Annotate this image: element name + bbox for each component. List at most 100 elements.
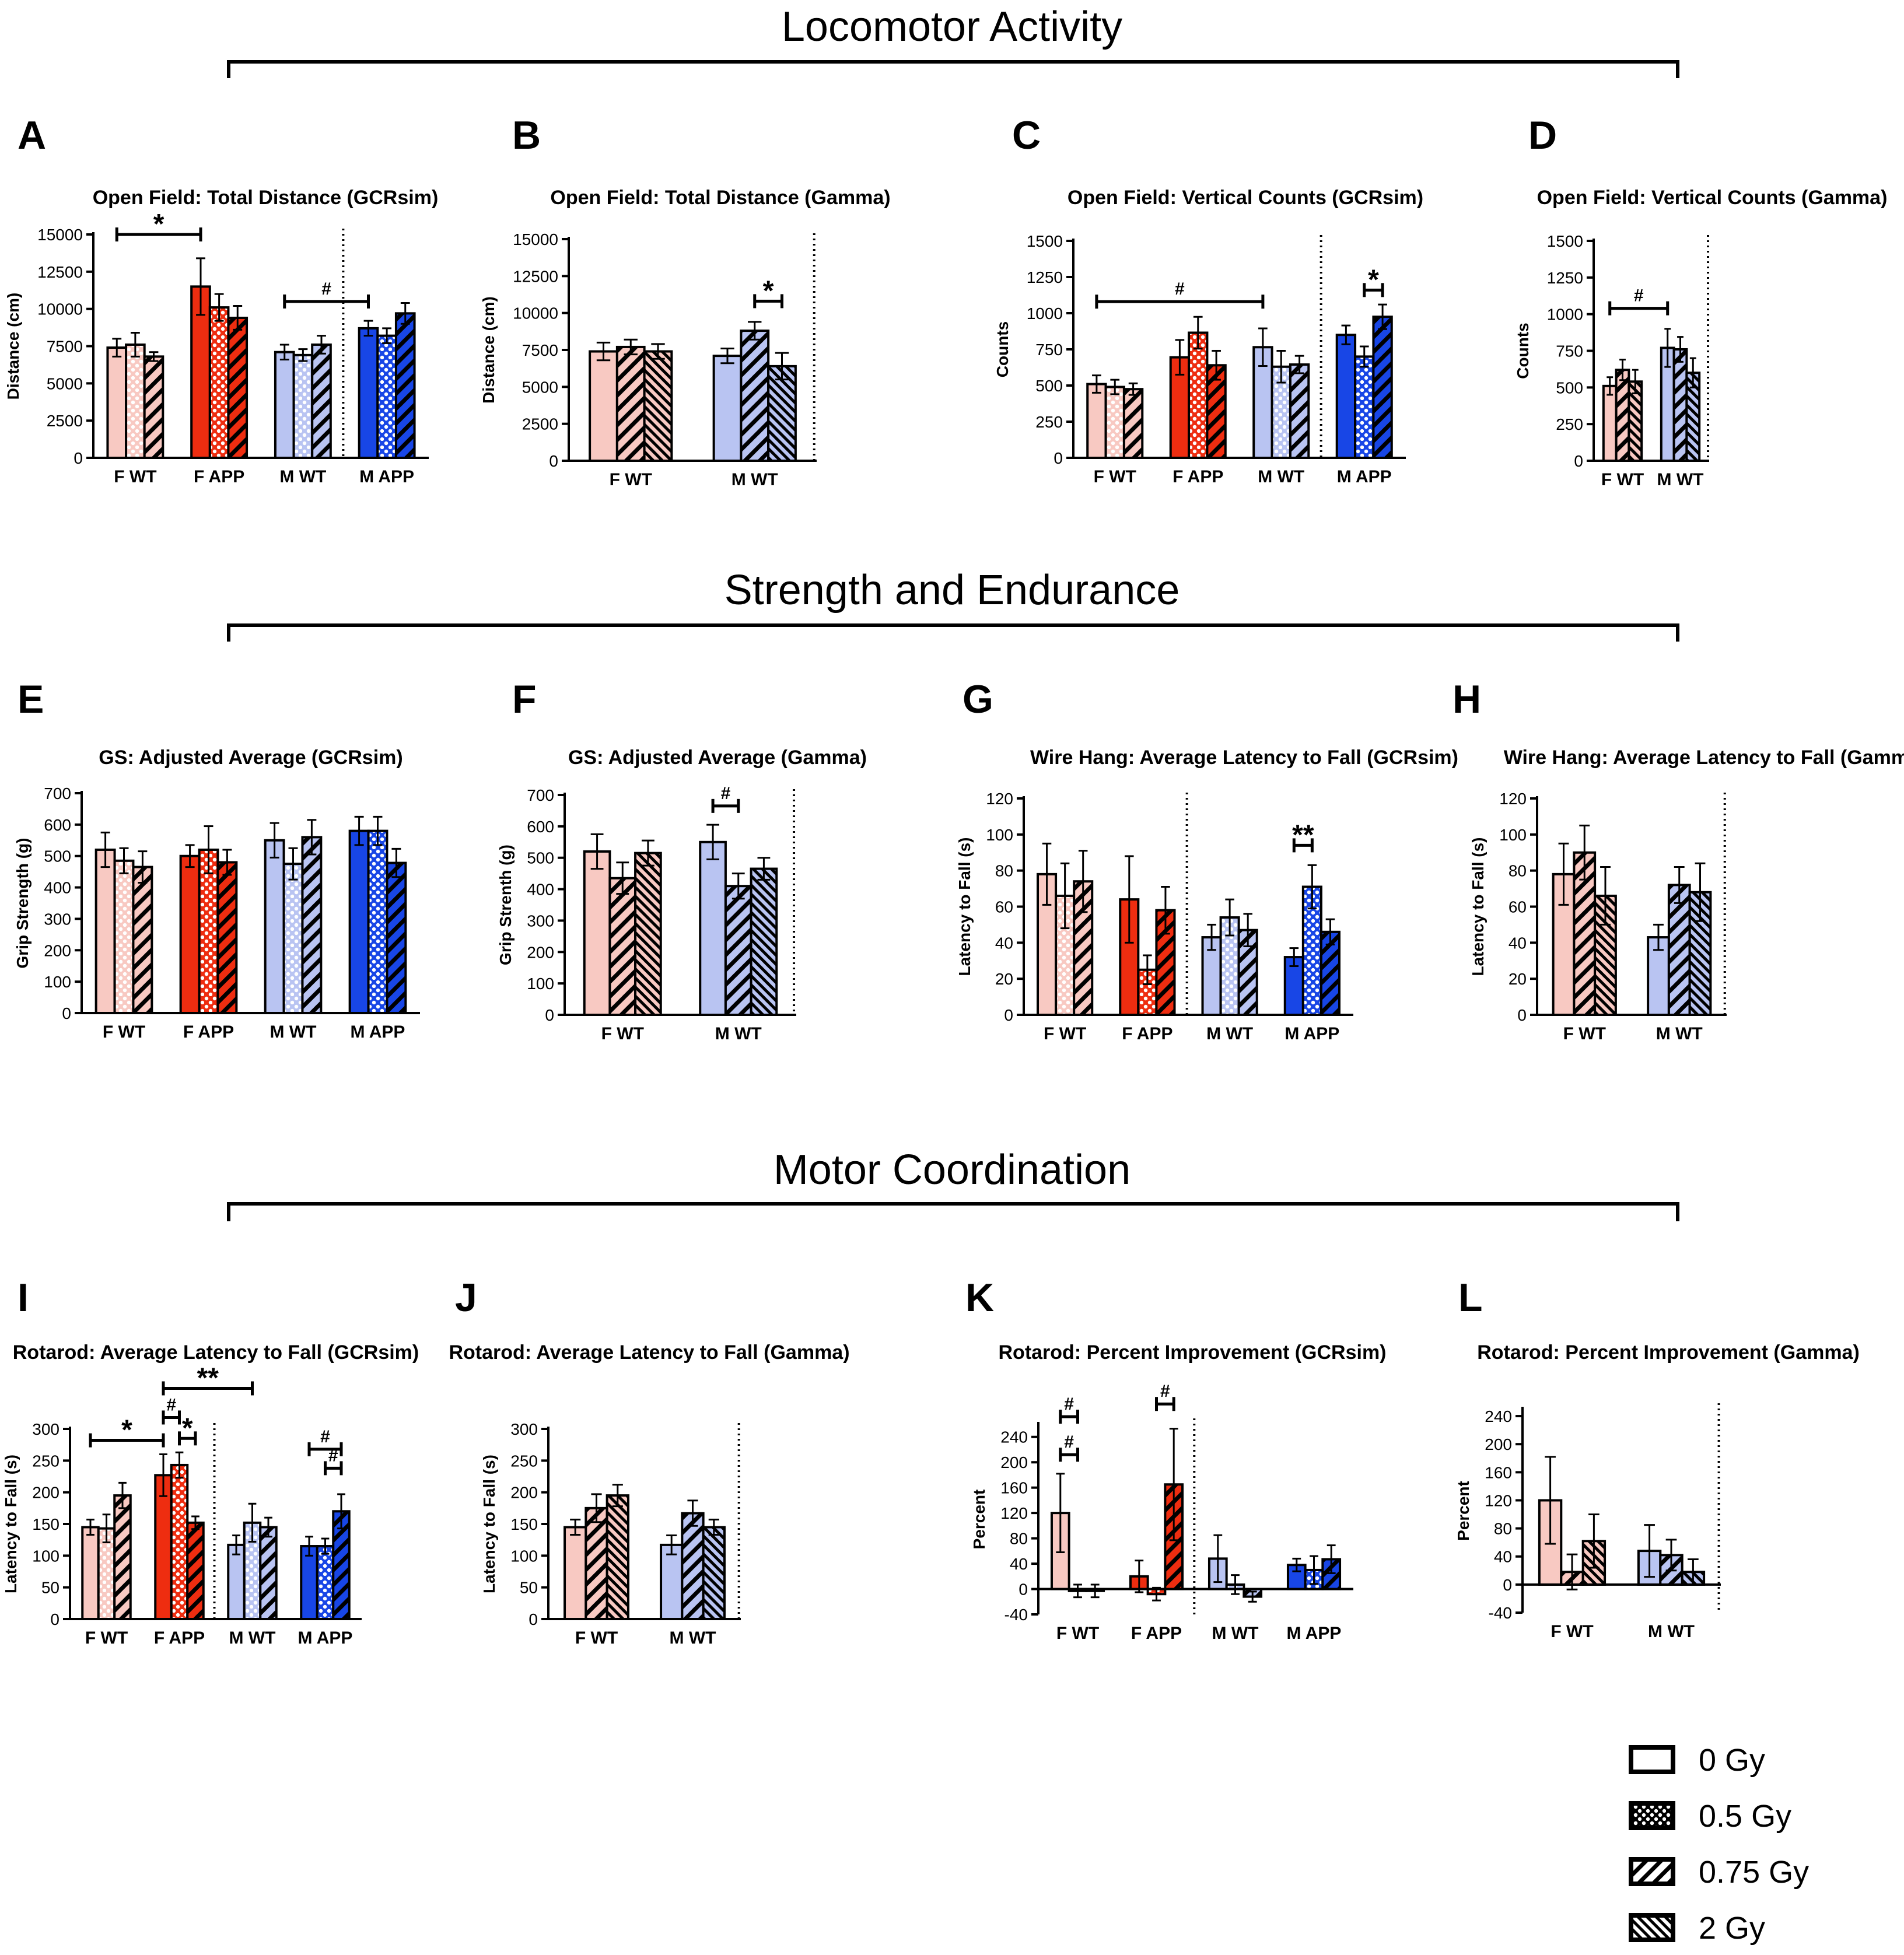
legend-label-075gy: 0.75 Gy — [1699, 1855, 1809, 1890]
bar-pattern-f-0-2 — [635, 853, 661, 1015]
bar-f-1-0 — [700, 842, 726, 1015]
x-tick-label-e-2: M WT — [270, 1022, 317, 1042]
sig-label-i-2: # — [166, 1395, 176, 1414]
x-tick-label-a-2: M WT — [279, 467, 326, 486]
y-tick-label-e: 400 — [44, 879, 71, 897]
y-tick-label-c: 1000 — [1027, 304, 1063, 323]
y-tick-label-k: 200 — [1000, 1453, 1028, 1471]
y-tick-label-g: 20 — [995, 970, 1013, 988]
bar-pattern-a-2-1 — [293, 355, 313, 458]
y-axis-label-l: Percent — [1454, 1481, 1472, 1541]
y-axis-label-g: Latency to Fall (s) — [956, 837, 974, 976]
bar-a-2-0 — [275, 352, 294, 458]
bar-pattern-e-0-2 — [133, 867, 152, 1013]
x-tick-label-b-1: M WT — [732, 470, 778, 489]
y-tick-label-l: 240 — [1485, 1407, 1512, 1425]
x-tick-label-c-3: M APP — [1337, 467, 1392, 486]
bar-i-1-0 — [155, 1475, 172, 1619]
section-bracket-locomotor — [227, 60, 1679, 78]
x-tick-label-f-0: F WT — [601, 1024, 644, 1043]
y-tick-label-c: 250 — [1035, 413, 1063, 431]
bar-pattern-j-1-1 — [682, 1513, 704, 1619]
panel-letter-j: J — [455, 1276, 477, 1320]
chart-title-e: GS: Adjusted Average (GCRsim) — [99, 747, 402, 769]
y-tick-label-a: 10000 — [37, 300, 83, 318]
y-tick-label-h: 100 — [1499, 826, 1527, 844]
bar-pattern-b-1-1 — [741, 331, 769, 461]
sig-label-a-0: * — [153, 209, 164, 240]
chart-title-l: Rotarod: Percent Improvement (Gamma) — [1477, 1341, 1860, 1364]
x-tick-label-e-0: F WT — [103, 1022, 145, 1042]
y-tick-label-j: 50 — [520, 1579, 538, 1597]
panel-letter-e: E — [18, 677, 44, 721]
y-tick-label-e: 700 — [44, 784, 71, 803]
x-tick-label-i-2: M WT — [229, 1628, 276, 1648]
y-tick-label-f: 300 — [527, 912, 554, 930]
chart-title-h: Wire Hang: Average Latency to Fall (Gamm… — [1504, 747, 1904, 769]
chart-panel-a: A Open Field: Total Distance (GCRsim) 0 250… — [4, 113, 438, 486]
y-tick-label-b: 2500 — [522, 415, 558, 433]
legend-item-05gy: 0.5 Gy — [1629, 1799, 1791, 1834]
section-coordination: Motor Coordination — [227, 1147, 1679, 1221]
chart-panel-f: F GS: Adjusted Average (Gamma) 0 100 200 300 4… — [496, 677, 867, 1043]
x-tick-label-i-0: F WT — [85, 1628, 128, 1648]
bar-pattern-a-1-2 — [228, 317, 247, 458]
legend: 0 Gy 0.5 Gy 0.75 Gy 2 Gy — [1629, 1743, 1809, 1946]
x-tick-label-d-1: M WT — [1657, 470, 1704, 489]
bar-pattern-e-3-2 — [387, 863, 406, 1013]
bar-pattern-d-0-1 — [1616, 370, 1629, 461]
bar-pattern-i-0-2 — [114, 1495, 131, 1619]
sig-label-k-1: # — [1064, 1395, 1074, 1414]
x-tick-label-g-2: M WT — [1206, 1024, 1253, 1043]
bar-pattern-a-3-1 — [377, 335, 396, 458]
section-title-coordination: Motor Coordination — [774, 1147, 1130, 1193]
y-tick-label-f: 400 — [527, 881, 554, 899]
panel-letter-k: K — [965, 1276, 994, 1320]
x-tick-label-a-1: F APP — [194, 467, 244, 486]
bar-pattern-e-2-1 — [284, 864, 303, 1013]
bar-a-0-0 — [107, 348, 127, 458]
sig-label-k-0: # — [1064, 1432, 1074, 1452]
y-axis-label-f: Grip Strenth (g) — [496, 845, 514, 965]
y-tick-label-k: 40 — [1010, 1555, 1028, 1573]
bar-b-1-0 — [713, 356, 741, 461]
y-tick-label-j: 250 — [510, 1452, 538, 1470]
x-tick-label-h-0: F WT — [1563, 1024, 1606, 1043]
y-tick-label-d: 1500 — [1547, 232, 1583, 250]
x-tick-label-k-3: M APP — [1287, 1624, 1342, 1643]
y-tick-label-i: 200 — [32, 1484, 60, 1502]
y-tick-label-a: 7500 — [47, 338, 83, 356]
x-tick-label-k-0: F WT — [1056, 1624, 1099, 1643]
bar-f-0-0 — [584, 851, 610, 1015]
y-tick-label-k: 160 — [1000, 1479, 1028, 1497]
bar-pattern-e-1-2 — [218, 862, 237, 1013]
sig-label-c-0: # — [1175, 279, 1185, 299]
chart-title-c: Open Field: Vertical Counts (GCRsim) — [1068, 187, 1423, 209]
sig-label-a-1: # — [321, 279, 331, 299]
x-tick-label-c-0: F WT — [1094, 467, 1136, 486]
legend-label-05gy: 0.5 Gy — [1699, 1799, 1791, 1834]
y-tick-label-l: 200 — [1485, 1435, 1512, 1453]
y-tick-label-d: 0 — [1574, 452, 1583, 470]
bar-pattern-a-0-2 — [144, 356, 163, 458]
y-tick-label-j: 0 — [528, 1610, 538, 1628]
bar-pattern-e-0-1 — [114, 860, 134, 1013]
bar-j-0-0 — [565, 1527, 586, 1619]
x-tick-label-g-1: F APP — [1122, 1024, 1172, 1043]
bar-pattern-c-0-2 — [1124, 389, 1143, 458]
y-tick-label-c: 750 — [1035, 341, 1063, 359]
legend-swatch-05gy-pattern — [1629, 1801, 1675, 1830]
bar-pattern-f-1-2 — [751, 868, 777, 1015]
panel-letter-a: A — [18, 113, 46, 157]
bar-pattern-a-1-1 — [209, 307, 229, 458]
bar-pattern-c-1-2 — [1207, 365, 1226, 458]
y-tick-label-f: 500 — [527, 849, 554, 867]
y-tick-label-j: 200 — [510, 1484, 538, 1502]
bar-pattern-g-3-2 — [1321, 931, 1339, 1015]
chart-panel-i: I Rotarod: Average Latency to Fall (GCRsi… — [2, 1276, 419, 1648]
panel-letter-f: F — [512, 677, 537, 721]
y-tick-label-e: 200 — [44, 941, 71, 959]
y-tick-label-l: -40 — [1489, 1604, 1512, 1622]
bar-d-0-0 — [1603, 386, 1616, 461]
